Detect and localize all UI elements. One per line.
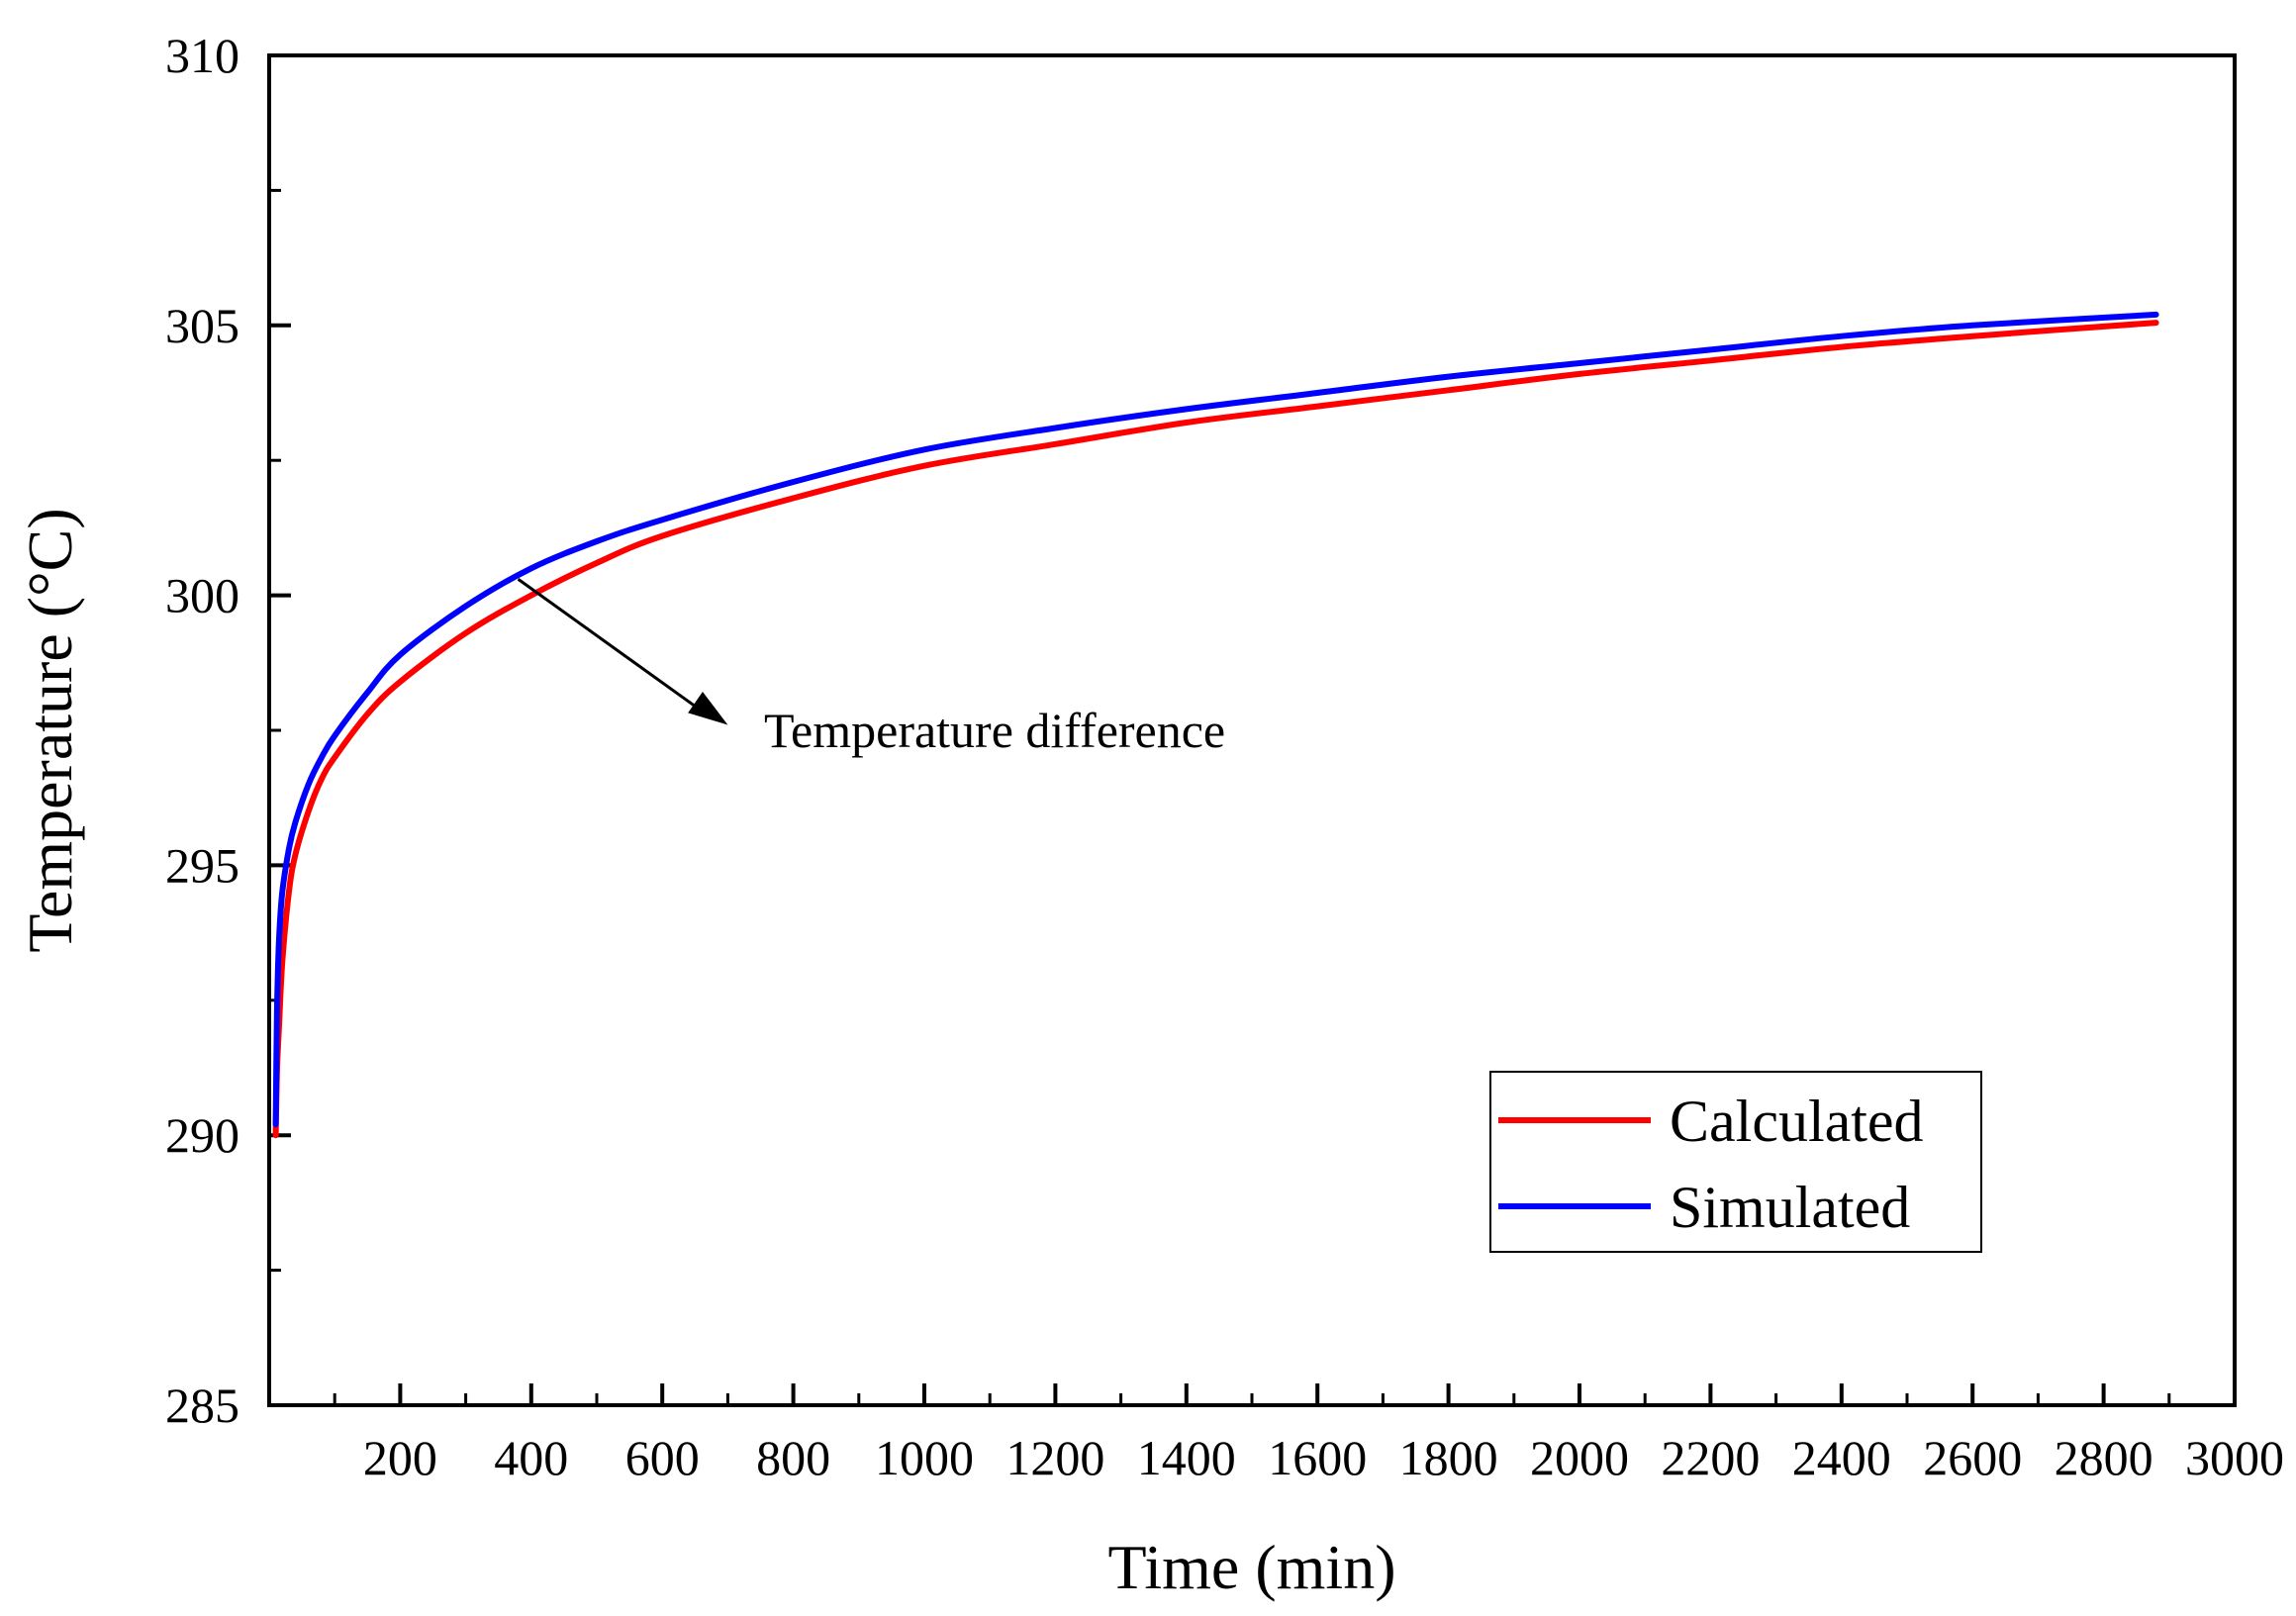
series-line-calculated xyxy=(272,320,2159,1139)
x-tick-label: 2000 xyxy=(1530,1430,1629,1485)
x-tick-label: 1800 xyxy=(1399,1430,1498,1485)
y-axis-title: Temperature (°C) xyxy=(15,508,85,952)
x-tick-label: 1400 xyxy=(1137,1430,1236,1485)
x-tick-label: 2400 xyxy=(1792,1430,1891,1485)
legend: Calculated Simulated xyxy=(1489,1071,1982,1253)
legend-label-simulated: Simulated xyxy=(1670,1175,1910,1240)
x-tick-label: 600 xyxy=(625,1430,700,1485)
y-axis-ticks: 285 290 295 300 305 310 xyxy=(165,28,291,1433)
annotation-label: Temperature difference xyxy=(764,703,1225,758)
legend-box xyxy=(1489,1071,1982,1253)
x-tick-label: 400 xyxy=(494,1430,568,1485)
x-tick-label: 3000 xyxy=(2185,1430,2284,1485)
x-tick-label: 800 xyxy=(756,1430,830,1485)
x-axis-ticks: 200 400 600 800 1000 1200 1400 1600 1800 2000 2200… xyxy=(333,1383,2284,1485)
x-tick-label: 2600 xyxy=(1923,1430,2022,1485)
series-layer xyxy=(272,311,2159,1139)
x-tick-label: 200 xyxy=(363,1430,437,1485)
legend-label-calculated: Calculated xyxy=(1670,1089,1924,1154)
x-tick-label: 1200 xyxy=(1005,1430,1104,1485)
y-tick-label: 290 xyxy=(165,1107,239,1163)
y-tick-label: 300 xyxy=(165,568,239,623)
y-tick-label: 285 xyxy=(165,1378,239,1433)
y-tick-label: 295 xyxy=(165,837,239,893)
x-tick-label: 1000 xyxy=(875,1430,974,1485)
y-tick-label: 305 xyxy=(165,298,239,353)
x-tick-label: 2200 xyxy=(1661,1430,1760,1485)
y-tick-label: 310 xyxy=(165,28,239,83)
annotation-arrow-line xyxy=(517,578,708,715)
annotation-arrow-head xyxy=(688,692,728,725)
x-axis-title: Time (min) xyxy=(1108,1532,1396,1602)
annotation: Temperature difference xyxy=(517,578,1225,758)
series-line-simulated xyxy=(272,311,2159,1128)
x-tick-label: 2800 xyxy=(2055,1430,2153,1485)
x-tick-label: 1600 xyxy=(1268,1430,1367,1485)
